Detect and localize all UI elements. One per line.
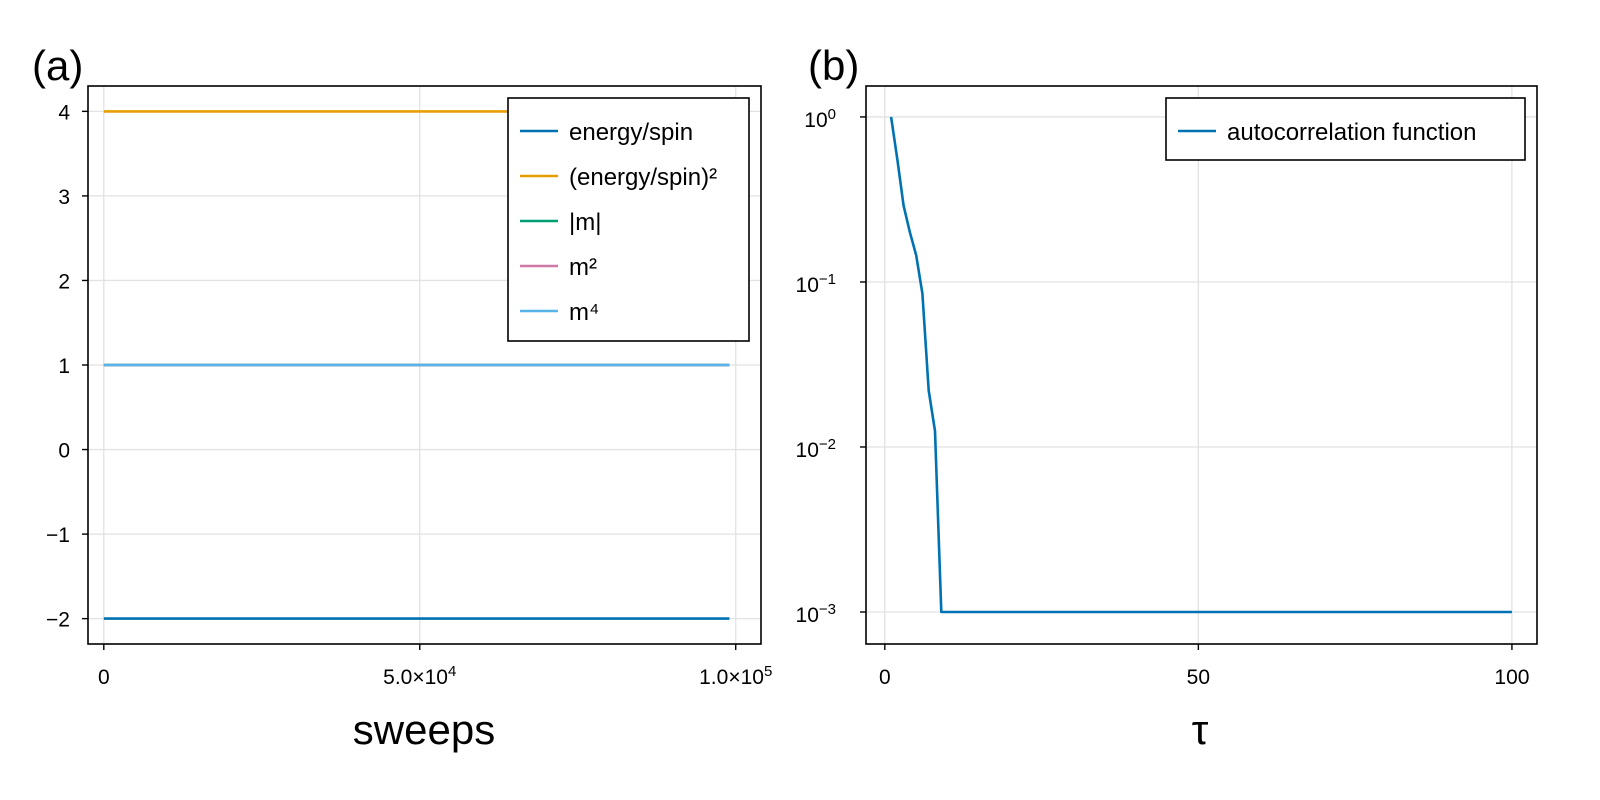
y-tick-label-text: −2 (46, 609, 70, 632)
y-tick-label-text: 2 (58, 270, 70, 293)
x-tick-label-text: 0 (879, 666, 891, 689)
x-tick-label: 5.0×104 (383, 663, 456, 689)
x-tick-label: 50 (1187, 666, 1210, 689)
x-tick-label: 1.0×105 (699, 663, 772, 689)
y-tick-label-text: 0 (58, 440, 70, 463)
legend-box (1165, 97, 1526, 161)
x-axis-label-text: sweeps (353, 706, 495, 753)
y-tick-label: 1 (58, 355, 70, 378)
y-tick-label-text: 10 (796, 274, 819, 297)
y-tick-label: 3 (58, 186, 70, 209)
legend-label-3: m² (569, 254, 597, 281)
series-line-0 (889, 116, 1512, 614)
y-tick-label: 100 (804, 106, 836, 132)
x-tick-label: 100 (1494, 666, 1529, 689)
panel-label-text: (b) (808, 42, 859, 89)
panel-label-text: (a) (32, 42, 83, 89)
legend: autocorrelation function (1165, 97, 1526, 161)
y-tick-label-exponent: 0 (828, 106, 836, 123)
x-tick-label: 0 (879, 666, 891, 689)
legend-label-0: autocorrelation function (1227, 119, 1477, 146)
panel-label: (a) (32, 42, 83, 89)
y-tick-label-text: −1 (46, 524, 70, 547)
y-tick-label: 2 (58, 270, 70, 293)
x-tick-label: 0 (98, 666, 110, 689)
legend-label-4: m⁴ (569, 299, 599, 326)
y-tick-label: 10−2 (796, 436, 836, 462)
y-tick-label: −2 (46, 609, 70, 632)
x-tick-label-exponent: 4 (448, 663, 456, 680)
plot-frame (865, 85, 1538, 645)
legend-label-0: energy/spin (569, 119, 693, 146)
x-tick-label-text: 5.0×10 (383, 666, 448, 689)
y-tick-label: 4 (58, 101, 70, 124)
panel-label: (b) (808, 42, 859, 89)
y-tick-label: 0 (58, 440, 70, 463)
legend-box (507, 97, 750, 342)
y-tick-label-text: 4 (58, 101, 70, 124)
x-tick-label-text: 0 (98, 666, 110, 689)
y-tick-label-text: 10 (796, 439, 819, 462)
y-tick-label-exponent: −3 (819, 601, 836, 618)
y-tick-label-exponent: −2 (819, 436, 836, 453)
y-tick-label-text: 10 (796, 604, 819, 627)
legend-label-1: (energy/spin)² (569, 164, 717, 191)
y-tick-label: 10−1 (796, 271, 836, 297)
x-tick-label-text: 100 (1494, 666, 1529, 689)
legend: energy/spin (energy/spin)² |m| m² m⁴ (507, 97, 750, 342)
y-tick-label-text: 10 (804, 109, 827, 132)
legend-label-2: |m| (569, 209, 601, 236)
y-tick-label-text: 1 (58, 355, 70, 378)
x-axis-label: τ (1192, 706, 1209, 753)
y-tick-label: −1 (46, 524, 70, 547)
y-tick-label-exponent: −1 (819, 271, 836, 288)
y-tick-label-text: 3 (58, 186, 70, 209)
x-axis-label-text: τ (1192, 706, 1209, 753)
x-tick-label-text: 50 (1187, 666, 1210, 689)
x-axis-label: sweeps (353, 706, 495, 753)
x-tick-label-text: 1.0×10 (699, 666, 764, 689)
x-tick-label-exponent: 5 (764, 663, 772, 680)
y-tick-label: 10−3 (796, 601, 836, 627)
